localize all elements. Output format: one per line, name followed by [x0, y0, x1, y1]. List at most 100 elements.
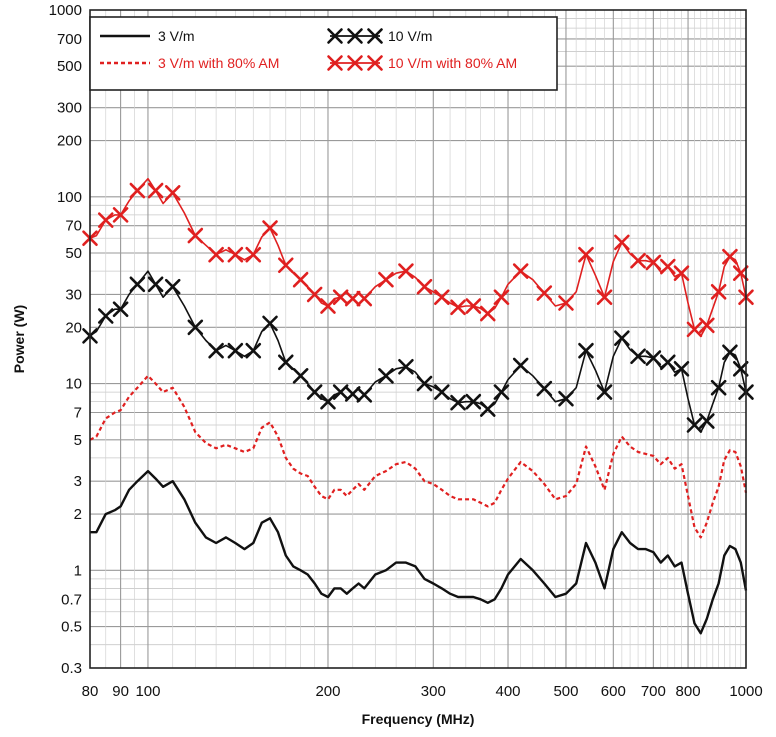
- x-tick-labels: 80 90 100 200 300 400 500 600 700 800 1000: [82, 683, 763, 700]
- data-point-marker: [732, 265, 749, 281]
- legend-box: [89, 16, 558, 91]
- x-tick-label: 600: [601, 683, 626, 700]
- data-point-marker: [97, 308, 114, 324]
- x-tick-label: 500: [553, 683, 578, 700]
- y-tick-label: 500: [57, 58, 82, 75]
- y-tick-label: 200: [57, 133, 82, 150]
- data-point-marker: [596, 384, 613, 400]
- legend-entry-2: 10 V/m: [327, 28, 432, 44]
- y-tick-label: 0.5: [61, 619, 82, 636]
- grid-lines: [90, 10, 746, 669]
- data-point-marker: [227, 246, 244, 263]
- data-point-marker: [710, 283, 727, 300]
- series-3: [82, 177, 754, 338]
- data-point-marker: [306, 384, 323, 400]
- data-point-marker: [320, 298, 336, 314]
- data-point-marker: [512, 357, 529, 374]
- y-tick-label: 0.7: [61, 591, 82, 608]
- data-point-marker: [378, 271, 394, 288]
- data-point-marker: [450, 394, 466, 411]
- data-point-marker: [208, 246, 224, 263]
- data-point-marker: [578, 246, 594, 263]
- y-tick-label: 3: [74, 473, 82, 490]
- data-point-marker: [227, 342, 244, 359]
- legend-marker: [327, 28, 343, 44]
- data-point-marker: [512, 263, 529, 279]
- data-point-marker: [398, 358, 414, 375]
- data-point-marker: [479, 305, 496, 322]
- data-point-marker: [732, 360, 749, 377]
- y-tick-label: 5: [74, 432, 82, 449]
- x-tick-label: 700: [641, 683, 666, 700]
- data-point-marker: [659, 258, 676, 275]
- data-point-marker: [344, 290, 361, 307]
- x-tick-label: 90: [112, 683, 129, 700]
- y-tick-label: 700: [57, 31, 82, 48]
- y-tick-label: 20: [65, 319, 82, 336]
- data-point-marker: [245, 342, 262, 359]
- data-point-marker: [187, 319, 204, 336]
- legend-label: 10 V/m: [388, 28, 432, 44]
- data-point-marker: [558, 295, 574, 311]
- data-point-marker: [97, 212, 114, 228]
- y-tick-label: 0.3: [61, 660, 82, 677]
- data-point-marker: [722, 248, 738, 265]
- data-point-marker: [645, 350, 662, 366]
- series-layer: [82, 177, 754, 635]
- data-point-marker: [614, 234, 630, 251]
- data-point-marker: [686, 321, 703, 338]
- data-point-marker: [129, 276, 146, 293]
- data-point-marker: [292, 271, 309, 288]
- data-point-marker: [673, 360, 690, 377]
- data-point-marker: [378, 368, 394, 384]
- legend-entry-0: 3 V/m: [100, 28, 195, 44]
- y-tick-label: 100: [57, 189, 82, 206]
- y-tick-label: 1000: [49, 2, 82, 19]
- data-point-marker: [262, 220, 278, 236]
- data-point-marker: [722, 344, 738, 361]
- x-tick-label: 1000: [729, 683, 762, 700]
- data-point-marker: [208, 342, 224, 359]
- data-point-marker: [164, 278, 181, 295]
- data-point-marker: [164, 185, 181, 201]
- series-line: [90, 469, 748, 635]
- data-point-marker: [416, 375, 433, 392]
- data-point-marker: [344, 386, 361, 402]
- plot-frame: [89, 9, 747, 669]
- data-point-marker: [277, 257, 294, 274]
- data-point-marker: [578, 342, 594, 359]
- data-point-marker: [129, 182, 146, 199]
- y-tick-label: 7: [74, 404, 82, 421]
- data-point-marker: [450, 299, 466, 316]
- data-point-marker: [292, 368, 309, 384]
- data-point-marker: [493, 384, 510, 400]
- data-point-marker: [434, 384, 450, 400]
- data-point-marker: [416, 278, 433, 295]
- legend-label: 3 V/m with 80% AM: [158, 55, 279, 71]
- y-tick-label: 1: [74, 562, 82, 579]
- data-point-marker: [465, 393, 482, 410]
- legend-marker: [367, 55, 383, 71]
- legend-label: 3 V/m: [158, 28, 195, 44]
- data-point-marker: [493, 289, 510, 305]
- legend-marker: [327, 55, 343, 71]
- data-point-marker: [398, 263, 414, 279]
- data-point-marker: [686, 417, 703, 433]
- x-tick-label: 300: [421, 683, 446, 700]
- data-point-marker: [630, 348, 646, 365]
- series-2: [82, 270, 754, 433]
- legend-marker: [347, 28, 363, 44]
- data-point-marker: [699, 317, 715, 334]
- x-tick-label: 400: [495, 683, 520, 700]
- data-point-marker: [306, 286, 323, 303]
- data-point-marker: [356, 387, 373, 403]
- legend-label: 10 V/m with 80% AM: [388, 55, 517, 71]
- data-point-marker: [536, 285, 553, 301]
- series-0: [90, 469, 748, 635]
- data-point-marker: [112, 301, 129, 318]
- legend-marker: [347, 55, 363, 71]
- y-tick-label: 50: [65, 245, 82, 262]
- data-point-marker: [277, 354, 294, 371]
- legend: 3 V/m 3 V/m with 80% AM 10 V/m 10 V/m with …: [89, 16, 558, 91]
- x-tick-label: 800: [676, 683, 701, 700]
